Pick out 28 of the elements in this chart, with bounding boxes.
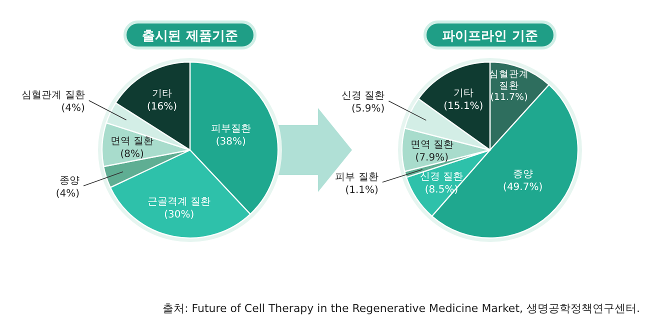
data-label: (4%) (61, 103, 85, 114)
slice-label: 심혈관계 질환 (488, 68, 529, 92)
slice-label: 면역 질환 (410, 139, 454, 150)
slice-label: 심혈관계 질환 (22, 90, 85, 102)
slice-label: 피부 질환 (335, 172, 378, 183)
slice-label: 기타 (152, 88, 172, 100)
data-label: (49.7%) (503, 182, 543, 193)
slice-label: 종양 (60, 175, 80, 186)
slice-label: 근골격계 질환 (148, 196, 211, 208)
slice-label: 기타 (453, 88, 474, 99)
data-label: (38%) (216, 136, 246, 148)
data-label: (8%) (120, 148, 144, 160)
data-label: (1.1%) (345, 184, 378, 196)
chart-title: 출시된 제품기준 (142, 29, 238, 44)
data-label: (4%) (56, 188, 80, 200)
slice-label: 종양 (512, 168, 533, 180)
chart-title: 파이프라인 기준 (442, 29, 538, 44)
data-label: (30%) (164, 210, 194, 221)
slice-label: 면역 질환 (110, 136, 154, 147)
slice-label: 신경 질환 (341, 90, 385, 102)
data-label: (11.7%) (490, 92, 528, 103)
slice-label: 피부질환 (210, 123, 251, 134)
data-label: (7.9%) (415, 152, 449, 164)
data-label: (5.9%) (351, 103, 385, 114)
source-note: 출처: Future of Cell Therapy in the Regenerative Medicine Market, 생명공학정책연구센터. (162, 302, 640, 315)
data-label: (16%) (147, 102, 178, 113)
slice-label: 신경 질환 (420, 171, 464, 182)
data-label: (15.1%) (444, 100, 484, 112)
